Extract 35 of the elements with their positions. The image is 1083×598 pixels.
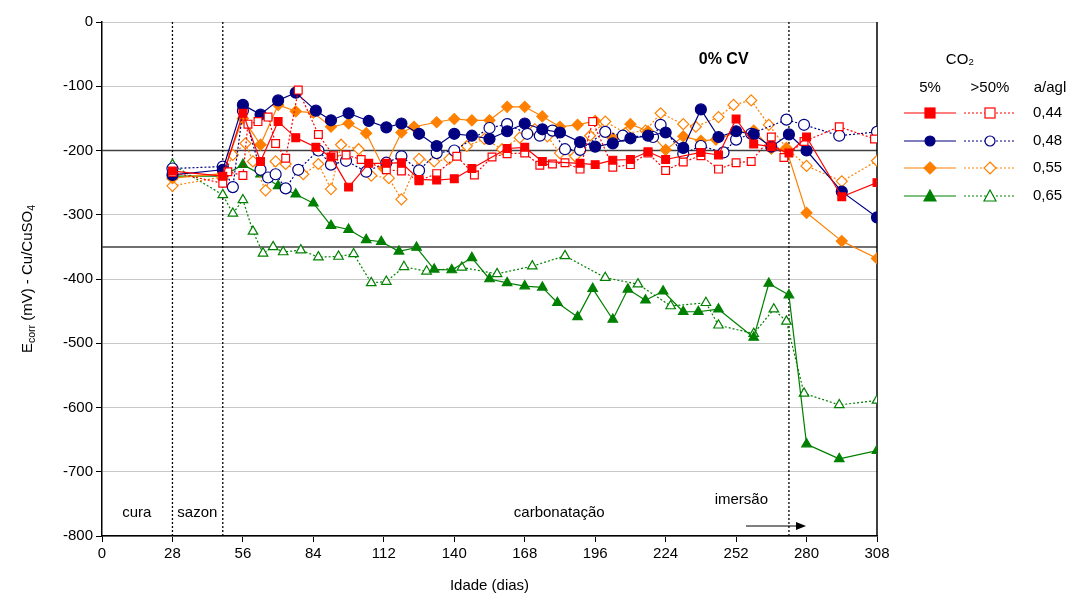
legend-label: 0,48: [1033, 130, 1063, 148]
x-tick-label: 252: [723, 544, 749, 562]
x-tick-label: 0: [97, 544, 107, 562]
text: 5%: [919, 78, 941, 96]
y-tick-label: -300: [62, 204, 93, 222]
y-tick-label: -200: [62, 140, 93, 158]
x-tick-label: 224: [653, 544, 679, 562]
annotation: sazon: [177, 503, 218, 521]
legend-label: 0,55: [1033, 158, 1063, 176]
x-tick-label: 140: [441, 544, 467, 562]
annotation: 0% CV: [698, 50, 749, 68]
annotation: imersão: [714, 490, 769, 508]
x-tick-label: 196: [582, 544, 608, 562]
legend-label: 0,44: [1033, 103, 1063, 121]
x-tick-label: 56: [234, 544, 252, 562]
x-tick-label: 84: [305, 544, 322, 562]
x-tick-label: 280: [794, 544, 820, 562]
y-tick-label: -700: [62, 461, 93, 479]
text: >50%: [970, 78, 1010, 96]
y-tick-label: -400: [62, 269, 93, 287]
x-tick-label: 308: [864, 544, 890, 562]
annotation: cura: [122, 503, 153, 521]
y-tick-label: -600: [62, 397, 93, 415]
y-tick-label: 0: [84, 12, 93, 30]
x-axis-title: Idade (dias): [449, 576, 530, 594]
x-tick-label: 28: [164, 544, 181, 562]
text: a/agl: [1033, 78, 1067, 96]
legend-title: CO₂: [945, 50, 975, 68]
y-tick-label: -100: [62, 76, 93, 94]
x-tick-label: 168: [512, 544, 538, 562]
legend-label: 0,65: [1033, 185, 1063, 203]
y-tick-label: -500: [62, 333, 93, 351]
x-tick-label: 112: [371, 544, 396, 562]
annotation: carbonatação: [513, 503, 605, 521]
y-tick-label: -800: [62, 526, 93, 544]
